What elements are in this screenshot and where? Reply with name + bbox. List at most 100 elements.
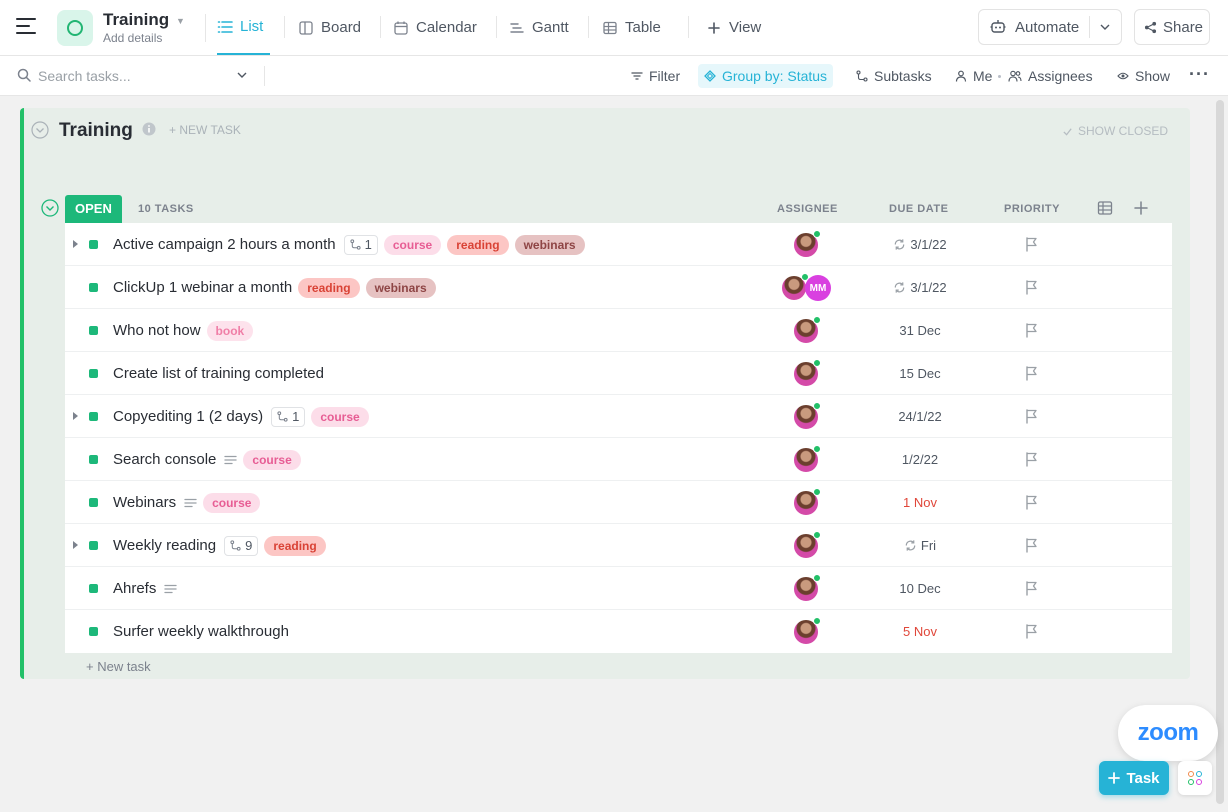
avatar[interactable] <box>793 445 821 473</box>
share-button[interactable]: Share <box>1134 9 1210 45</box>
task-row[interactable]: ClickUp 1 webinar a month reading webinars… <box>65 266 1172 309</box>
status-square-icon[interactable] <box>89 627 98 636</box>
due-date[interactable]: 3/1/22 <box>865 223 975 266</box>
task-name[interactable]: ClickUp 1 webinar a month <box>113 279 293 296</box>
tag-reading[interactable]: reading <box>264 535 326 556</box>
due-date[interactable]: 15 Dec <box>865 352 975 395</box>
due-date[interactable]: 10 Dec <box>865 567 975 610</box>
column-settings-icon[interactable] <box>1097 200 1113 216</box>
subtask-count-badge[interactable]: 9 <box>224 535 259 556</box>
tag-webinars[interactable]: webinars <box>514 234 585 255</box>
task-row[interactable]: Weekly reading 9 reading Fri <box>65 524 1172 567</box>
add-task-button[interactable]: Task <box>1099 761 1169 795</box>
task-name[interactable]: Who not how <box>113 322 201 339</box>
tab-calendar[interactable]: Calendar <box>393 0 477 55</box>
apps-icon[interactable] <box>1178 761 1212 795</box>
avatar[interactable] <box>793 574 821 602</box>
search-input[interactable] <box>38 66 228 86</box>
column-header-assignee[interactable]: ASSIGNEE <box>777 203 838 215</box>
task-name[interactable]: Weekly reading <box>113 537 217 554</box>
filter-button[interactable]: Filter <box>631 64 680 88</box>
show-button[interactable]: Show <box>1117 64 1170 88</box>
tag-reading[interactable]: reading <box>298 277 360 298</box>
task-row[interactable]: Surfer weekly walkthrough 5 Nov <box>65 610 1172 653</box>
flag-icon[interactable] <box>1025 495 1039 510</box>
column-header-due-date[interactable]: DUE DATE <box>889 203 949 215</box>
avatar-initials[interactable]: MM <box>805 275 831 301</box>
assignees-button[interactable]: Assignees <box>1008 64 1093 88</box>
expand-subtasks-icon[interactable] <box>73 240 78 248</box>
tab-board[interactable]: Board <box>298 0 361 55</box>
automate-button[interactable]: Automate <box>978 9 1122 45</box>
tab-gantt[interactable]: Gantt <box>509 0 569 55</box>
chevron-down-icon[interactable] <box>236 69 248 81</box>
show-closed-button[interactable]: SHOW CLOSED <box>1062 124 1168 138</box>
task-row[interactable]: Webinars course 1 Nov <box>65 481 1172 524</box>
status-square-icon[interactable] <box>89 369 98 378</box>
flag-icon[interactable] <box>1025 323 1039 338</box>
tag-course[interactable]: course <box>311 406 369 427</box>
collapse-status-icon[interactable] <box>41 199 59 217</box>
flag-icon[interactable] <box>1025 581 1039 596</box>
task-name[interactable]: Surfer weekly walkthrough <box>113 623 289 640</box>
due-date[interactable]: 31 Dec <box>865 309 975 352</box>
avatar[interactable] <box>793 316 821 344</box>
more-options-icon[interactable]: ··· <box>1189 63 1210 84</box>
add-view-button[interactable]: View <box>706 0 761 55</box>
caret-down-icon[interactable]: ▼ <box>176 16 185 26</box>
tab-table[interactable]: Table <box>602 0 661 55</box>
flag-icon[interactable] <box>1025 237 1039 252</box>
avatar[interactable] <box>793 488 821 516</box>
subtask-count-badge[interactable]: 1 <box>271 406 306 427</box>
status-square-icon[interactable] <box>89 541 98 550</box>
flag-icon[interactable] <box>1025 409 1039 424</box>
add-details-link[interactable]: Add details <box>103 31 163 45</box>
due-date[interactable]: 3/1/22 <box>865 266 975 309</box>
new-task-link[interactable]: + NEW TASK <box>169 123 241 137</box>
due-date[interactable]: 1/2/22 <box>865 438 975 481</box>
task-row[interactable]: Ahrefs 10 Dec <box>65 567 1172 610</box>
status-square-icon[interactable] <box>89 412 98 421</box>
tag-webinars[interactable]: webinars <box>365 277 436 298</box>
task-name[interactable]: Create list of training completed <box>113 365 324 382</box>
avatar[interactable] <box>793 359 821 387</box>
scrollbar[interactable] <box>1216 100 1224 804</box>
tag-book[interactable]: book <box>206 320 254 341</box>
status-badge[interactable]: OPEN <box>65 195 122 223</box>
status-square-icon[interactable] <box>89 455 98 464</box>
list-title[interactable]: Training <box>59 120 133 141</box>
menu-icon[interactable] <box>16 18 36 36</box>
avatar[interactable] <box>793 402 821 430</box>
flag-icon[interactable] <box>1025 624 1039 639</box>
task-row[interactable]: Copyediting 1 (2 days) 1 course 24/1/22 <box>65 395 1172 438</box>
tag-course[interactable]: course <box>203 492 261 513</box>
status-square-icon[interactable] <box>89 240 98 249</box>
subtask-count-badge[interactable]: 1 <box>343 234 378 255</box>
task-row[interactable]: Search console course 1/2/22 <box>65 438 1172 481</box>
new-task-button[interactable]: + New task <box>86 659 151 674</box>
collapse-list-icon[interactable] <box>31 121 49 139</box>
tag-course[interactable]: course <box>243 449 301 470</box>
status-square-icon[interactable] <box>89 584 98 593</box>
avatar[interactable] <box>793 617 821 645</box>
expand-subtasks-icon[interactable] <box>73 541 78 549</box>
task-name[interactable]: Ahrefs <box>113 580 157 597</box>
me-filter-button[interactable]: Me <box>955 64 992 88</box>
status-square-icon[interactable] <box>89 326 98 335</box>
status-square-icon[interactable] <box>89 498 98 507</box>
add-column-icon[interactable] <box>1133 200 1149 216</box>
avatar[interactable] <box>793 230 821 258</box>
task-name[interactable]: Active campaign 2 hours a month <box>113 236 336 253</box>
flag-icon[interactable] <box>1025 538 1039 553</box>
tab-list[interactable]: List <box>217 0 270 55</box>
space-title[interactable]: Training <box>103 10 170 29</box>
flag-icon[interactable] <box>1025 280 1039 295</box>
expand-subtasks-icon[interactable] <box>73 412 78 420</box>
flag-icon[interactable] <box>1025 452 1039 467</box>
task-name[interactable]: Webinars <box>113 494 177 511</box>
due-date[interactable]: 24/1/22 <box>865 395 975 438</box>
due-date[interactable]: 5 Nov <box>865 610 975 653</box>
due-date[interactable]: Fri <box>865 524 975 567</box>
avatar[interactable] <box>793 531 821 559</box>
flag-icon[interactable] <box>1025 366 1039 381</box>
